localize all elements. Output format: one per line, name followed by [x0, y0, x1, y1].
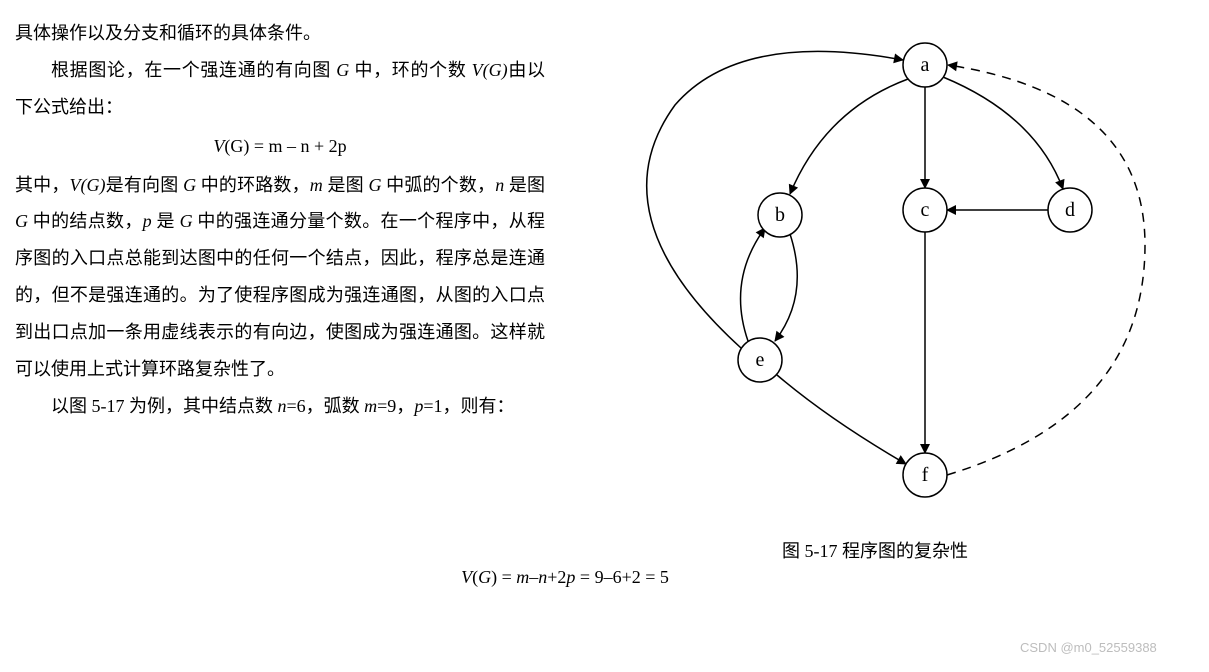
para-4: 以图 5-17 为例，其中结点数 n=6，弧数 m=9，p=1，则有：: [15, 388, 545, 425]
watermark: CSDN @m0_52559388: [1020, 640, 1157, 655]
edge-e-b: [741, 228, 765, 341]
para-1: 具体操作以及分支和循环的具体条件。: [15, 15, 545, 52]
edge-b-e: [775, 234, 797, 341]
formula-1: V(G) = m – n + 2p: [15, 128, 545, 165]
edge-f-a: [947, 65, 1145, 475]
program-graph: a b c d e f: [585, 15, 1165, 525]
edge-a-b: [790, 79, 908, 194]
edge-e-f: [777, 375, 906, 464]
formula-2: V(G) = m–n+2p = 9–6+2 = 5: [15, 567, 1115, 588]
node-label-a: a: [921, 54, 930, 76]
para-2: 根据图论，在一个强连通的有向图 G 中，环的个数 V(G)由以下公式给出：: [15, 52, 545, 126]
text-column: 具体操作以及分支和循环的具体条件。 根据图论，在一个强连通的有向图 G 中，环的…: [15, 15, 545, 425]
node-label-b: b: [775, 204, 785, 226]
figure-column: a b c d e f 图 5-17 程序图的复杂性: [565, 15, 1185, 563]
node-label-d: d: [1065, 199, 1075, 221]
edge-a-d: [943, 77, 1063, 189]
figure-caption: 图 5-17 程序图的复杂性: [565, 537, 1185, 563]
node-label-c: c: [921, 199, 930, 221]
node-label-e: e: [756, 349, 765, 371]
para-3: 其中，V(G)是有向图 G 中的环路数，m 是图 G 中弧的个数，n 是图 G …: [15, 167, 545, 388]
node-label-f: f: [922, 464, 929, 486]
